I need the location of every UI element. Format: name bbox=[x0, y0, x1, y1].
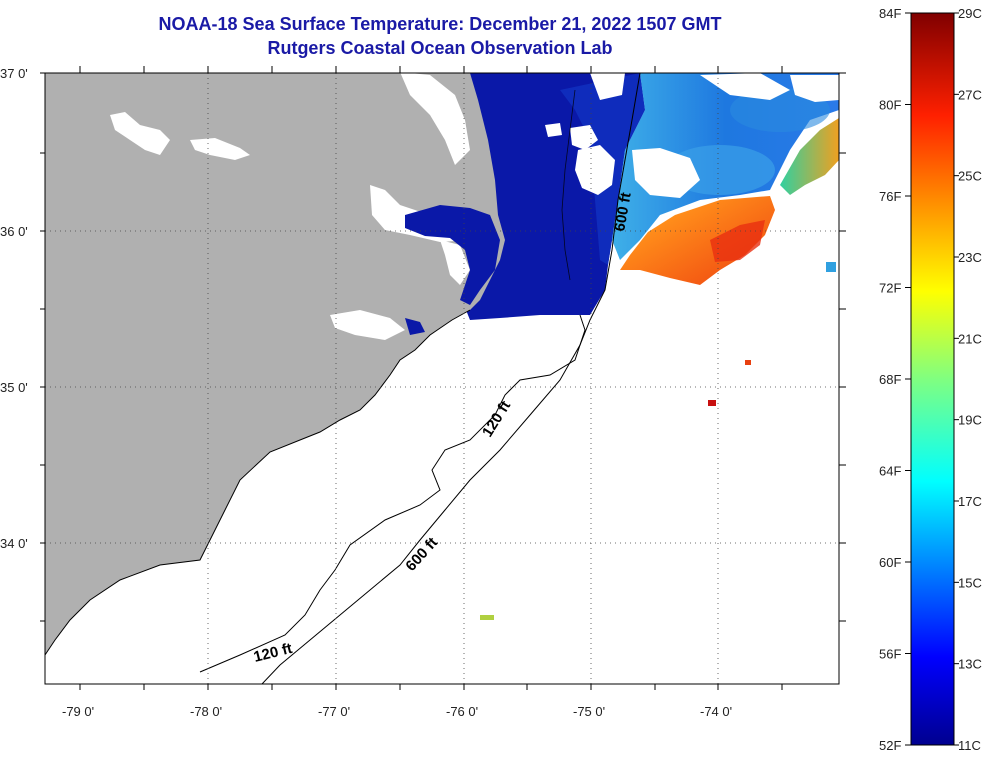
lon-label: -76 0' bbox=[446, 704, 478, 719]
sst-spot bbox=[745, 360, 751, 365]
colorbar-c-label: 29C bbox=[958, 6, 982, 21]
colorbar-c-label: 15C bbox=[958, 575, 982, 590]
colorbar-c-label: 13C bbox=[958, 657, 982, 672]
lon-label: -77 0' bbox=[318, 704, 350, 719]
sounds-nodata bbox=[110, 73, 485, 340]
warm-ribbon bbox=[780, 118, 839, 195]
cloud-patches bbox=[545, 73, 839, 198]
gulf-stream-water bbox=[620, 196, 775, 285]
colorbar-c-label: 27C bbox=[958, 87, 982, 102]
lat-label: 36 0' bbox=[0, 224, 28, 239]
colorbar-f-label: 72F bbox=[879, 281, 901, 296]
colorbar-f-label: 64F bbox=[879, 464, 901, 479]
colorbar-c-label: 25C bbox=[958, 169, 982, 184]
colorbar-f-label: 84F bbox=[879, 6, 901, 21]
colorbar-c-label: 21C bbox=[958, 331, 982, 346]
colorbar-labels: 84F 80F 76F 72F 68F 64F 60F 56F 52F 29C 27C 25C 23C 2… bbox=[879, 6, 982, 753]
colorbar-f-label: 60F bbox=[879, 555, 901, 570]
lon-label: -74 0' bbox=[700, 704, 732, 719]
colorbar-c-label: 11C bbox=[958, 738, 981, 753]
sound-water bbox=[405, 318, 425, 335]
colorbar-c-label: 17C bbox=[958, 494, 982, 509]
lat-label: 37 0' bbox=[0, 66, 28, 81]
shelf-edge-lines bbox=[561, 89, 576, 281]
colorbar-c-label: 23C bbox=[958, 250, 982, 265]
colorbar-c-label: 19C bbox=[958, 413, 982, 428]
sst-spot bbox=[826, 262, 836, 272]
cyan-patch bbox=[730, 88, 830, 132]
colorbar-ticks bbox=[905, 12, 959, 746]
lon-label: -79 0' bbox=[62, 704, 94, 719]
graticule bbox=[45, 73, 839, 684]
map-title: NOAA-18 Sea Surface Temperature: Decembe… bbox=[158, 14, 722, 34]
sound-water bbox=[405, 205, 500, 305]
contour-120ft bbox=[199, 314, 586, 673]
sst-spot bbox=[480, 615, 494, 620]
lon-label: -78 0' bbox=[190, 704, 222, 719]
map-frame bbox=[44, 72, 840, 685]
colorbar-f-label: 56F bbox=[879, 647, 901, 662]
lon-label: -75 0' bbox=[573, 704, 605, 719]
coastline bbox=[45, 309, 471, 656]
map-subtitle: Rutgers Coastal Ocean Observation Lab bbox=[267, 38, 613, 58]
axis-ticks bbox=[40, 66, 846, 690]
colorbar-f-label: 68F bbox=[879, 372, 901, 387]
colorbar-f-label: 80F bbox=[879, 98, 901, 113]
contour-label: 600 ft bbox=[611, 191, 635, 233]
contour-600ft bbox=[261, 73, 641, 684]
colorbar-f-label: 52F bbox=[879, 738, 901, 753]
colorbar-f-label: 76F bbox=[879, 189, 901, 204]
sst-spot bbox=[708, 400, 716, 406]
lat-label: 34 0' bbox=[0, 536, 28, 551]
warm-core bbox=[710, 220, 765, 262]
colorbar-gradient bbox=[910, 12, 955, 746]
lat-label: 35 0' bbox=[0, 380, 28, 395]
